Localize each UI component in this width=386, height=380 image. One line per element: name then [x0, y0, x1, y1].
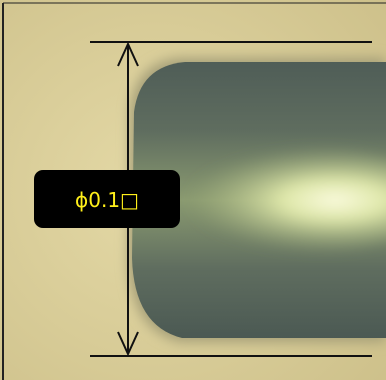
fiber-core-glow [140, 145, 386, 255]
arrow-head-top [117, 41, 139, 67]
dimension-label: ϕ0.1□ [75, 188, 139, 212]
label-box [34, 170, 180, 228]
arrow-head-bottom [117, 331, 139, 357]
